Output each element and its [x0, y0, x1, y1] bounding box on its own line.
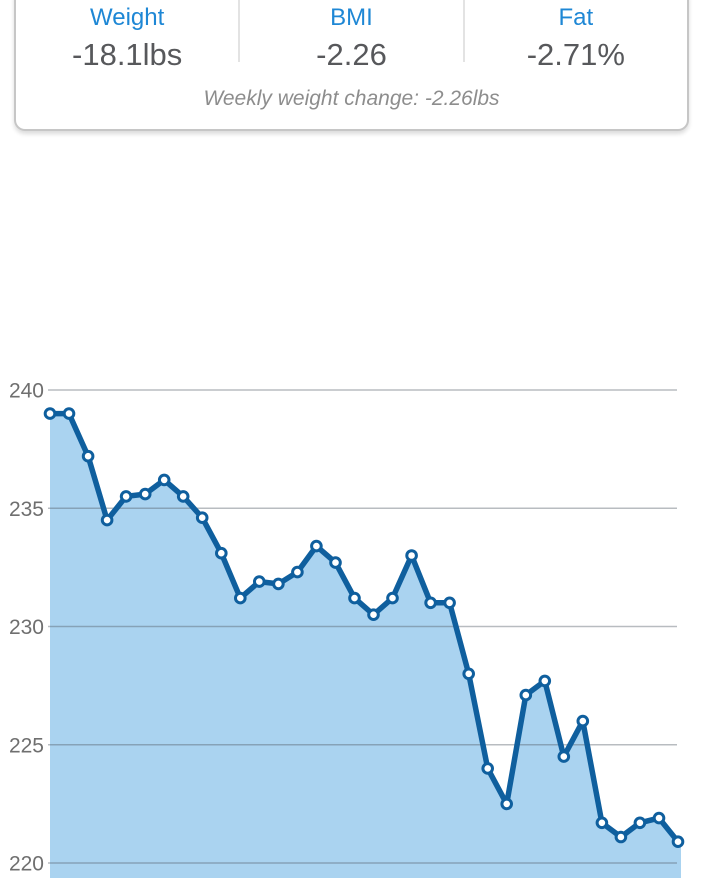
- data-point-marker[interactable]: [157, 473, 171, 487]
- data-point-marker[interactable]: [272, 577, 285, 591]
- data-point-marker[interactable]: [329, 556, 342, 569]
- summary-card: Weight -18.1lbs BMI -2.26 Fat -2.71% Wee…: [14, 0, 689, 131]
- data-point-marker[interactable]: [633, 816, 647, 830]
- weekly-change-note: Weekly weight change: -2.26lbs: [203, 87, 500, 111]
- stat-fat-value: -2.71%: [526, 36, 625, 72]
- area-fill: [50, 413, 681, 878]
- stat-bmi-value: -2.26: [316, 36, 387, 72]
- data-point-marker[interactable]: [119, 490, 133, 503]
- data-point-marker[interactable]: [386, 591, 399, 605]
- y-tick-label: 235: [9, 498, 44, 521]
- data-point-marker[interactable]: [652, 811, 666, 825]
- data-point-marker[interactable]: [443, 596, 456, 610]
- data-point-marker[interactable]: [81, 449, 95, 463]
- data-point-marker[interactable]: [138, 487, 152, 501]
- data-point-marker[interactable]: [252, 575, 266, 588]
- data-point-marker[interactable]: [176, 490, 190, 503]
- stat-bmi[interactable]: BMI -2.26: [240, 4, 462, 72]
- stat-divider: [238, 0, 241, 62]
- data-point-marker[interactable]: [310, 539, 323, 553]
- y-tick-label: 225: [9, 734, 44, 757]
- data-point-marker[interactable]: [424, 596, 437, 610]
- data-point-marker[interactable]: [43, 407, 57, 420]
- weight-chart[interactable]: 240 235 230 225 220: [0, 370, 703, 878]
- stat-bmi-label: BMI: [330, 4, 373, 31]
- data-point-marker[interactable]: [367, 608, 380, 621]
- data-point-marker[interactable]: [500, 797, 514, 811]
- stat-fat-label: Fat: [558, 4, 594, 31]
- data-point-marker[interactable]: [234, 591, 247, 605]
- stat-weight-label: Weight: [90, 4, 165, 31]
- y-tick-label: 220: [9, 853, 44, 876]
- weight-line: [47, 410, 681, 845]
- data-point-marker[interactable]: [215, 546, 228, 560]
- data-point-marker[interactable]: [348, 591, 361, 605]
- y-tick-label: 240: [9, 380, 44, 403]
- data-point-marker[interactable]: [481, 762, 495, 775]
- stat-divider: [462, 0, 465, 62]
- data-point-marker[interactable]: [538, 674, 552, 688]
- data-point-marker[interactable]: [595, 816, 609, 830]
- stat-weight[interactable]: Weight -18.1lbs: [16, 4, 238, 72]
- stat-weight-value: -18.1lbs: [72, 36, 183, 72]
- stats-row: Weight -18.1lbs BMI -2.26 Fat -2.71%: [16, 0, 687, 72]
- data-point-marker[interactable]: [195, 511, 209, 524]
- data-point-marker[interactable]: [462, 667, 476, 681]
- data-point-marker[interactable]: [62, 407, 76, 420]
- data-point-marker[interactable]: [557, 750, 571, 763]
- data-point-marker[interactable]: [614, 830, 628, 844]
- data-point-marker[interactable]: [576, 714, 590, 728]
- y-tick-label: 230: [9, 616, 44, 639]
- weight-area-chart: 240 235 230 225 220: [9, 380, 685, 878]
- data-point-marker[interactable]: [671, 835, 685, 849]
- data-point-marker[interactable]: [519, 688, 533, 702]
- stat-fat[interactable]: Fat -2.71%: [465, 4, 687, 72]
- data-point-marker[interactable]: [100, 513, 114, 527]
- data-point-marker[interactable]: [405, 549, 418, 562]
- data-point-marker[interactable]: [291, 565, 304, 579]
